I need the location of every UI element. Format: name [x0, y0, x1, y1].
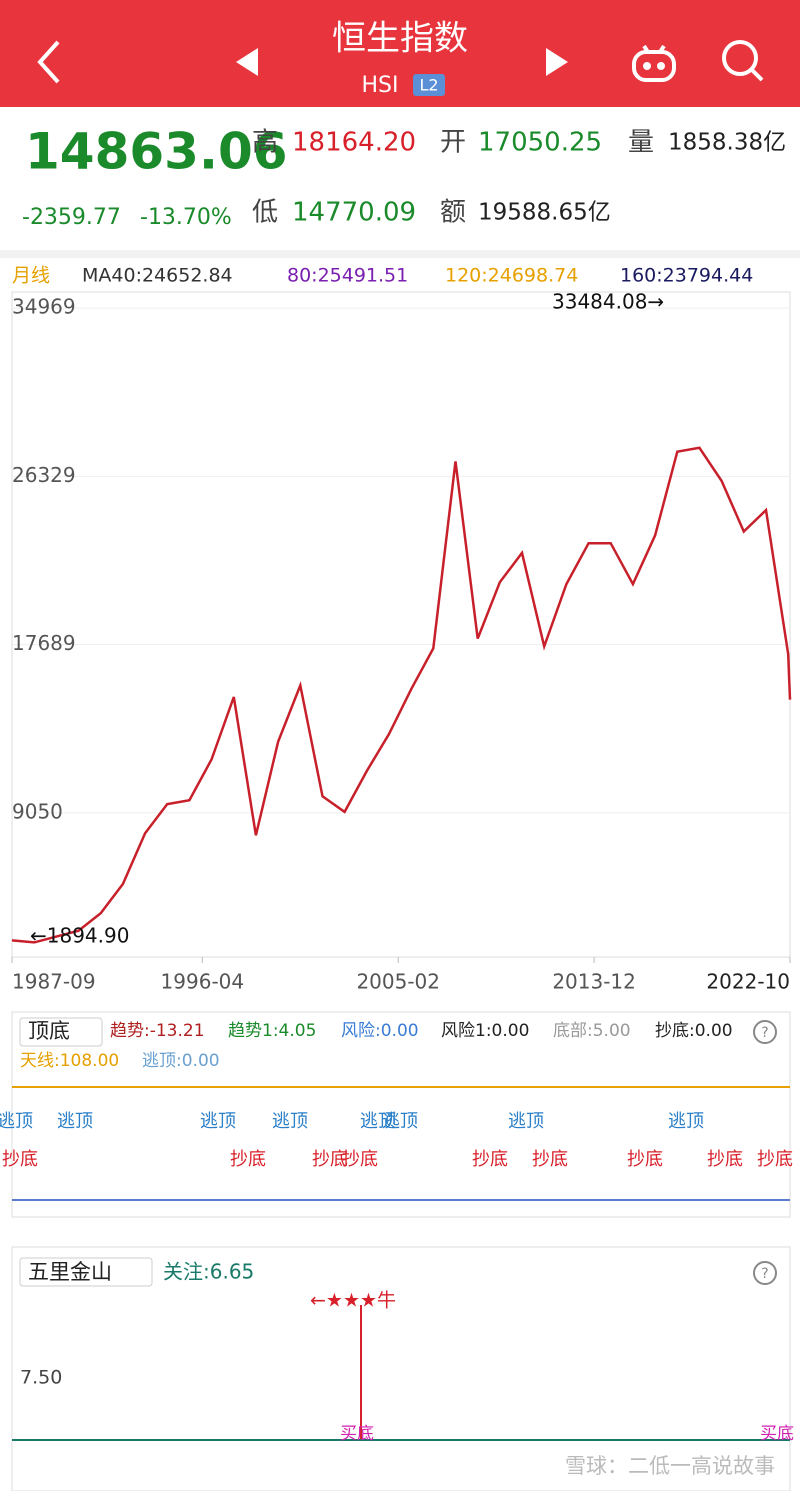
trend: 趋势:-13.21 — [110, 1021, 205, 1041]
help-button[interactable] — [753, 1261, 777, 1285]
ma160: 160:23794.44 — [620, 265, 753, 287]
buy-signal: 买底 — [340, 1424, 374, 1444]
prev-button[interactable] — [236, 48, 258, 76]
x-tick-label: 2005-02 — [356, 970, 440, 994]
bottom: 底部:5.00 — [553, 1021, 631, 1041]
escape-signal: 逃顶 — [668, 1111, 704, 1132]
change-pct: -13.70% — [140, 205, 232, 230]
indicator-frame — [11, 1011, 791, 1218]
buy-signal: 抄底 — [532, 1149, 568, 1170]
buy-signal: 抄底 — [342, 1149, 378, 1170]
value: 19588.65亿 — [478, 200, 611, 226]
separator — [0, 250, 800, 258]
antenna: 天线:108.00 — [20, 1051, 119, 1071]
wuli-tick: 7.50 — [20, 1367, 62, 1389]
indicator-select[interactable] — [19, 1017, 103, 1047]
label: 开 — [440, 128, 466, 158]
search-button[interactable] — [722, 40, 764, 82]
indicator-name: 顶底 — [28, 1019, 70, 1043]
y-tick-label: 9050 — [12, 799, 63, 823]
robot-button[interactable] — [632, 44, 676, 82]
escape-signal: 逃顶 — [57, 1111, 93, 1132]
buy-signal: 抄底 — [757, 1149, 793, 1170]
buy-signal: 抄底 — [2, 1149, 38, 1170]
value: 14770.09 — [292, 198, 416, 228]
risk1: 风险1:0.00 — [441, 1021, 529, 1041]
wuli-name: 五里金山 — [28, 1260, 112, 1284]
annotation: 33484.08→ — [552, 290, 664, 314]
help-icon: ? — [761, 1266, 768, 1282]
x-tick-label: 2022-10 — [706, 970, 790, 994]
label: 低 — [252, 198, 278, 228]
y-tick-label: 17689 — [12, 631, 76, 655]
change: -2359.77 — [22, 205, 121, 230]
price: 14863.06 — [25, 123, 288, 181]
bull-signal: ←★★★牛 — [310, 1290, 396, 1312]
buy-signal: 抄底 — [472, 1149, 508, 1170]
value: 17050.25 — [478, 128, 602, 158]
y-tick-label: 34969 — [12, 295, 76, 319]
price-line — [11, 446, 792, 944]
escape-signal: 逃顶 — [0, 1111, 33, 1132]
badge: L2 — [419, 76, 438, 95]
ma80: 80:25491.51 — [287, 265, 408, 287]
x-tick-label: 1987-09 — [12, 970, 96, 994]
badge-bg — [413, 74, 445, 96]
label: 量 — [628, 128, 654, 158]
x-tick-label: 2013-12 — [552, 970, 636, 994]
escape-signal: 逃顶 — [272, 1111, 308, 1132]
escape-signal: 逃顶 — [508, 1111, 544, 1132]
buy-signal: 抄底 — [312, 1149, 348, 1170]
focus: 关注:6.65 — [163, 1260, 254, 1284]
buy: 抄底:0.00 — [655, 1021, 733, 1041]
escape: 逃顶:0.00 — [142, 1051, 220, 1071]
escape-signal: 逃顶 — [360, 1111, 396, 1132]
help-icon: ? — [761, 1025, 768, 1041]
watermark: 雪球：二低一高说故事 — [565, 1454, 775, 1478]
x-tick-label: 1996-04 — [161, 970, 245, 994]
buy-signal: 抄底 — [707, 1149, 743, 1170]
escape-signal: 逃顶 — [382, 1111, 418, 1132]
code: HSI — [362, 73, 399, 98]
label: 高 — [252, 128, 278, 158]
value: 1858.38亿 — [668, 130, 786, 156]
y-tick-label: 26329 — [12, 463, 76, 487]
annotation: ←1894.90 — [30, 924, 129, 948]
value: 18164.20 — [292, 128, 416, 158]
wuli-select[interactable] — [19, 1257, 153, 1287]
back-button[interactable] — [37, 40, 60, 84]
wuli-frame — [11, 1246, 791, 1491]
help-button[interactable] — [753, 1020, 777, 1044]
escape-signal: 逃顶 — [200, 1111, 236, 1132]
buy-signal: 抄底 — [627, 1149, 663, 1170]
plot-frame — [11, 291, 791, 958]
trend1: 趋势1:4.05 — [228, 1021, 316, 1041]
buy-signal: 买底 — [760, 1424, 794, 1444]
label: 额 — [440, 198, 466, 228]
next-button[interactable] — [546, 48, 568, 76]
period: 月线 — [12, 265, 50, 287]
ma40: MA40:24652.84 — [82, 265, 233, 287]
risk: 风险:0.00 — [341, 1021, 419, 1041]
title: 恒生指数 — [332, 19, 468, 59]
ma120: 120:24698.74 — [445, 265, 578, 287]
buy-signal: 抄底 — [230, 1149, 266, 1170]
